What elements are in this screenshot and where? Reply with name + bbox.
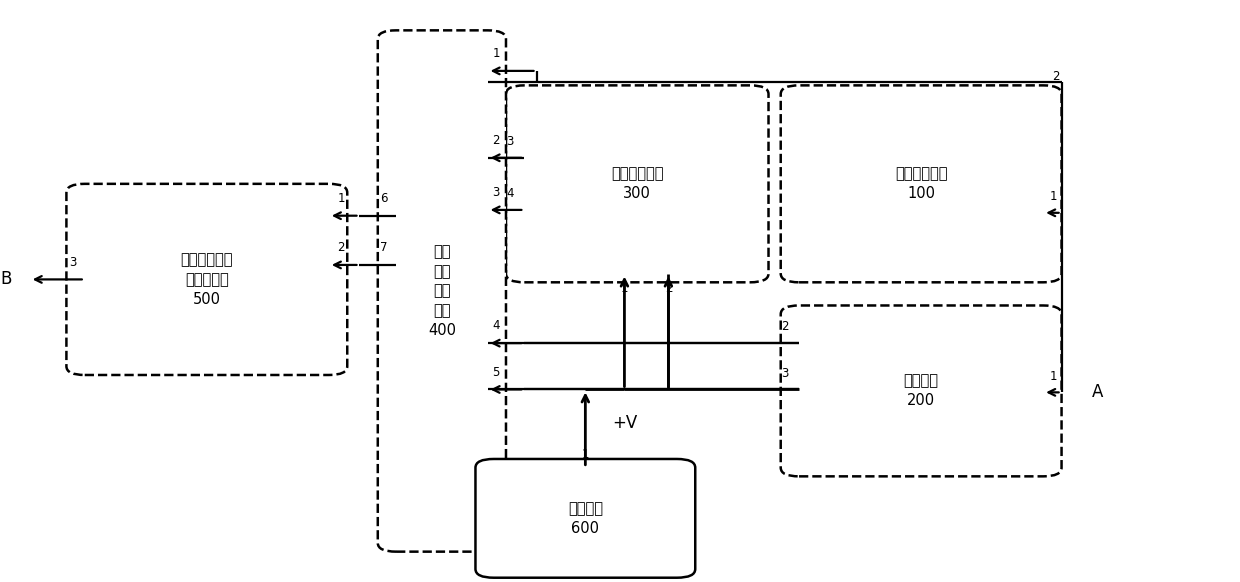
FancyBboxPatch shape <box>475 459 696 578</box>
Text: 3: 3 <box>69 255 76 268</box>
Text: 3: 3 <box>781 367 789 379</box>
Text: 4: 4 <box>492 320 500 332</box>
Text: 3: 3 <box>492 186 500 199</box>
Text: 2: 2 <box>337 241 345 254</box>
Text: 2: 2 <box>492 134 500 147</box>
Text: 6: 6 <box>381 192 388 205</box>
Text: 频域均衡模块
300: 频域均衡模块 300 <box>611 166 663 201</box>
Text: 解调模块
200: 解调模块 200 <box>904 374 939 409</box>
FancyBboxPatch shape <box>781 86 1061 282</box>
Text: 1: 1 <box>582 448 589 462</box>
Text: B: B <box>0 271 11 289</box>
Text: 多径检测模块
100: 多径检测模块 100 <box>895 166 947 201</box>
Text: 2: 2 <box>1052 70 1059 83</box>
Text: 5: 5 <box>492 365 500 379</box>
Text: 基带
数据
选择
模块
400: 基带 数据 选择 模块 400 <box>428 244 456 338</box>
Text: 基带数据处理
与接口模块
500: 基带数据处理 与接口模块 500 <box>181 252 233 307</box>
Text: 1: 1 <box>337 192 345 205</box>
FancyBboxPatch shape <box>506 86 769 282</box>
Text: 1: 1 <box>621 282 629 294</box>
Text: 4: 4 <box>506 187 513 200</box>
Text: 1: 1 <box>492 47 500 60</box>
Text: 2: 2 <box>781 321 789 333</box>
Text: 电源模块
600: 电源模块 600 <box>568 501 603 536</box>
Text: A: A <box>1092 384 1104 402</box>
Text: 3: 3 <box>506 135 513 148</box>
FancyBboxPatch shape <box>67 184 347 375</box>
FancyBboxPatch shape <box>781 306 1061 476</box>
Text: 1: 1 <box>1049 190 1056 203</box>
Text: 1: 1 <box>1049 370 1056 382</box>
FancyBboxPatch shape <box>378 30 506 552</box>
Text: 7: 7 <box>381 241 388 254</box>
Text: 2: 2 <box>665 282 672 294</box>
Text: +V: +V <box>613 414 637 432</box>
